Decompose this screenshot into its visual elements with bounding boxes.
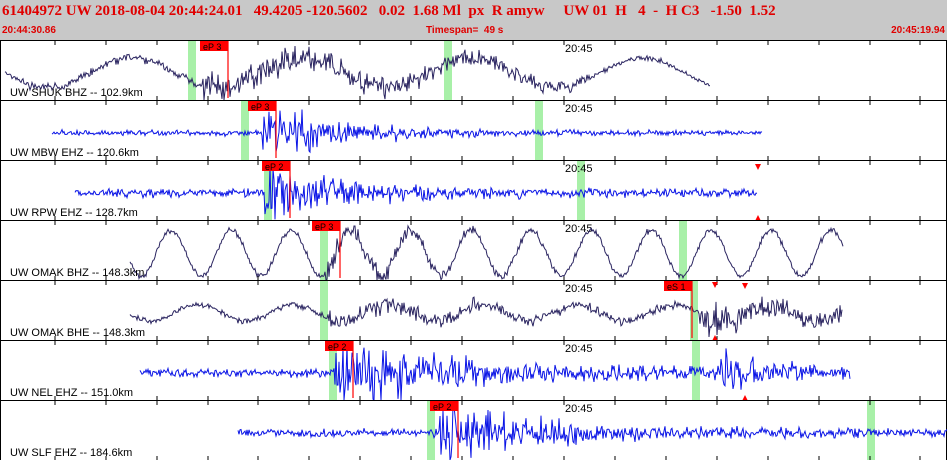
trace-panel[interactable]: 20:45 eP 2 UW SLF EHZ -- 184.6km [0,400,947,460]
arrival-window [867,401,875,460]
arrival-window [535,101,543,160]
station-label: UW NEL EHZ -- 151.0km [10,387,133,399]
station-label: UW OMAK BHZ -- 148.3km [10,267,144,279]
waveform [129,224,844,282]
arrival-window [320,221,328,280]
station-label: UW SLF EHZ -- 184.6km [10,447,132,459]
seismogram-panel[interactable]: 20:45 eP 3 UW SHUK BHZ -- 102.9km 20:45 eP 3… [0,40,947,460]
time-tick-label: 20:45 [565,43,593,55]
waveform [51,109,763,154]
station-label: UW SHUK BHZ -- 102.9km [10,87,143,99]
amplitude-marker-icon [755,164,761,170]
arrival-window [320,281,328,340]
waveform [74,165,758,220]
waveform [237,405,947,460]
pick-marker[interactable] [325,341,353,351]
time-tick-label: 20:45 [565,163,593,175]
timespan: Timespan= 49 s [426,25,504,36]
amplitude-marker-icon [755,215,761,221]
trace-panel[interactable]: 20:45 eP 3 UW OMAK BHZ -- 148.3km [0,220,947,282]
time-tick-label: 20:45 [565,283,593,295]
pick-marker[interactable] [312,221,340,231]
pick-marker[interactable] [430,401,458,411]
amplitude-marker-icon [712,282,718,288]
time-tick-label: 20:45 [565,343,593,355]
pick-label: eS 1 [667,282,686,292]
arrival-window [679,221,687,280]
pick-marker[interactable] [248,101,276,111]
station-label: UW OMAK BHE -- 148.3km [10,327,145,339]
arrival-window [188,41,196,100]
trace-panel[interactable]: 20:45 eP 2 UW RPW EHZ -- 128.7km [0,160,947,222]
waveform [129,296,843,338]
time-tick-label: 20:45 [565,223,593,235]
station-label: UW RPW EHZ -- 128.7km [10,207,138,219]
trace-panel[interactable]: 20:45 eP 2 UW NEL EHZ -- 151.0km [0,340,947,402]
arrival-window [264,161,272,220]
arrival-window [444,41,452,100]
pick-label: eP 2 [328,342,346,352]
panel-frame [0,160,947,221]
pick-label: eP 3 [315,222,333,232]
start-time: 20:44:30.86 [2,25,56,36]
trace-panel[interactable]: 20:45 eP 3 UW MBW EHZ -- 120.6km [0,100,947,161]
pick-marker[interactable] [200,41,228,51]
trace-panel[interactable]: 20:45 eP 3 UW SHUK BHZ -- 102.9km [0,40,947,101]
panel-frame [0,340,947,401]
pick-marker[interactable] [262,161,290,171]
header-bar: 61404972 UW 2018-08-04 20:44:24.01 49.42… [0,0,947,40]
time-tick-label: 20:45 [565,103,593,115]
pick-label: eP 2 [265,162,283,172]
waveform [4,45,711,101]
waveform [139,345,851,402]
amplitude-marker-icon [712,335,718,341]
end-time: 20:45:19.94 [891,25,945,36]
station-label: UW MBW EHZ -- 120.6km [10,147,139,159]
pick-marker[interactable] [664,281,692,291]
pick-label: eP 3 [251,102,269,112]
time-tick-label: 20:45 [565,403,593,415]
pick-label: eP 2 [433,402,451,412]
amplitude-marker-icon [742,283,748,289]
amplitude-marker-icon [742,395,748,401]
pick-label: eP 3 [203,42,221,52]
event-summary: 61404972 UW 2018-08-04 20:44:24.01 49.42… [2,3,776,19]
panel-frame [0,100,947,161]
trace-panel[interactable]: 20:45 eS 1 UW OMAK BHE -- 148.3km [0,280,947,342]
arrival-window [690,281,698,340]
